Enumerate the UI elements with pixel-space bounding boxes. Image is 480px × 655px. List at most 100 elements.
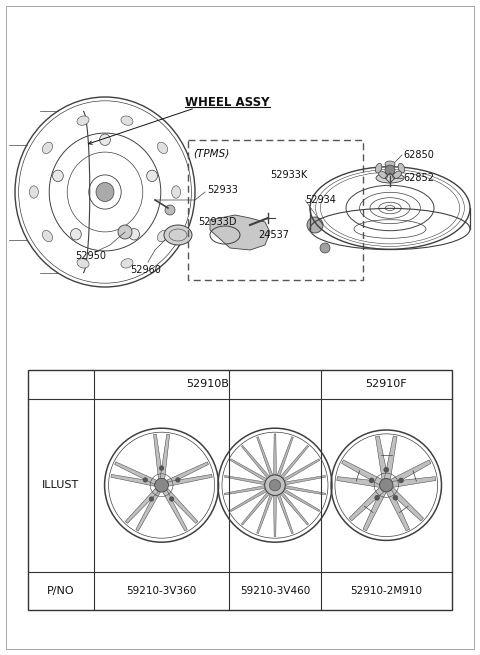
Circle shape xyxy=(385,165,395,175)
Polygon shape xyxy=(230,489,267,512)
Polygon shape xyxy=(241,492,269,525)
Polygon shape xyxy=(224,476,265,485)
Ellipse shape xyxy=(376,173,404,183)
Polygon shape xyxy=(285,476,325,485)
Circle shape xyxy=(369,478,374,483)
Polygon shape xyxy=(210,215,270,250)
Text: 52934: 52934 xyxy=(305,195,336,205)
Circle shape xyxy=(398,478,404,483)
Text: ILLUST: ILLUST xyxy=(42,480,80,490)
Polygon shape xyxy=(280,492,309,525)
Ellipse shape xyxy=(121,259,133,268)
Circle shape xyxy=(320,243,330,253)
Polygon shape xyxy=(277,495,293,534)
Ellipse shape xyxy=(147,170,157,181)
Polygon shape xyxy=(125,489,158,523)
Polygon shape xyxy=(154,434,163,479)
Text: 59210-3V360: 59210-3V360 xyxy=(126,586,197,596)
Polygon shape xyxy=(375,436,388,479)
Polygon shape xyxy=(342,460,382,485)
Circle shape xyxy=(380,479,393,492)
Text: (TPMS): (TPMS) xyxy=(193,149,229,159)
Polygon shape xyxy=(393,477,436,487)
Text: 52933D: 52933D xyxy=(198,217,237,227)
Circle shape xyxy=(149,496,154,501)
Ellipse shape xyxy=(71,229,81,240)
Ellipse shape xyxy=(393,171,401,179)
Polygon shape xyxy=(160,434,169,479)
Polygon shape xyxy=(274,495,276,536)
Ellipse shape xyxy=(157,231,168,242)
Circle shape xyxy=(143,477,147,482)
Circle shape xyxy=(269,479,281,491)
Ellipse shape xyxy=(172,186,180,198)
Text: 52933K: 52933K xyxy=(270,170,307,180)
Polygon shape xyxy=(391,460,431,485)
Ellipse shape xyxy=(375,163,382,173)
Text: WHEEL ASSY: WHEEL ASSY xyxy=(185,96,269,109)
Ellipse shape xyxy=(121,116,133,125)
Polygon shape xyxy=(257,495,273,534)
Polygon shape xyxy=(136,490,160,531)
Circle shape xyxy=(176,477,180,482)
Text: 59210-3V460: 59210-3V460 xyxy=(240,586,310,596)
Circle shape xyxy=(118,225,132,239)
Ellipse shape xyxy=(398,163,405,173)
Circle shape xyxy=(307,217,323,233)
Polygon shape xyxy=(280,445,309,478)
Ellipse shape xyxy=(164,225,192,245)
Ellipse shape xyxy=(77,259,89,268)
Ellipse shape xyxy=(385,161,395,167)
Polygon shape xyxy=(349,487,384,521)
Ellipse shape xyxy=(379,171,387,179)
Circle shape xyxy=(169,496,174,501)
Text: P/NO: P/NO xyxy=(47,586,75,596)
Polygon shape xyxy=(163,490,187,531)
Polygon shape xyxy=(230,458,267,481)
Polygon shape xyxy=(111,474,155,486)
Ellipse shape xyxy=(157,142,168,153)
Text: 52910-2M910: 52910-2M910 xyxy=(350,586,422,596)
Text: 52910B: 52910B xyxy=(186,379,228,390)
Circle shape xyxy=(375,495,380,500)
Polygon shape xyxy=(277,437,293,476)
Circle shape xyxy=(384,467,389,472)
Text: 52950: 52950 xyxy=(75,251,106,261)
Text: 52910F: 52910F xyxy=(365,379,407,390)
Polygon shape xyxy=(168,474,212,486)
Ellipse shape xyxy=(129,229,140,240)
Polygon shape xyxy=(283,458,320,481)
Ellipse shape xyxy=(42,142,53,153)
Circle shape xyxy=(159,466,164,470)
Polygon shape xyxy=(274,434,276,475)
Circle shape xyxy=(265,475,285,495)
Bar xyxy=(28,370,452,610)
Text: 52960: 52960 xyxy=(130,265,161,275)
Polygon shape xyxy=(115,462,156,484)
Polygon shape xyxy=(384,436,397,479)
Text: 62852: 62852 xyxy=(403,173,434,183)
Polygon shape xyxy=(283,489,320,512)
Polygon shape xyxy=(241,445,269,478)
Polygon shape xyxy=(257,437,273,476)
Ellipse shape xyxy=(42,231,53,242)
Polygon shape xyxy=(167,462,208,484)
Bar xyxy=(188,140,363,280)
Polygon shape xyxy=(337,477,380,487)
Ellipse shape xyxy=(77,116,89,125)
Polygon shape xyxy=(389,487,423,521)
Text: 24537: 24537 xyxy=(258,230,289,240)
Circle shape xyxy=(165,205,175,215)
Ellipse shape xyxy=(29,186,38,198)
Circle shape xyxy=(393,495,398,500)
Ellipse shape xyxy=(52,170,63,181)
Polygon shape xyxy=(285,485,325,495)
Ellipse shape xyxy=(100,134,110,145)
Text: 52933: 52933 xyxy=(207,185,238,195)
Polygon shape xyxy=(363,490,386,531)
Text: 62850: 62850 xyxy=(403,150,434,160)
Circle shape xyxy=(155,478,168,492)
Polygon shape xyxy=(386,490,409,531)
Ellipse shape xyxy=(96,183,114,202)
Polygon shape xyxy=(165,489,198,523)
